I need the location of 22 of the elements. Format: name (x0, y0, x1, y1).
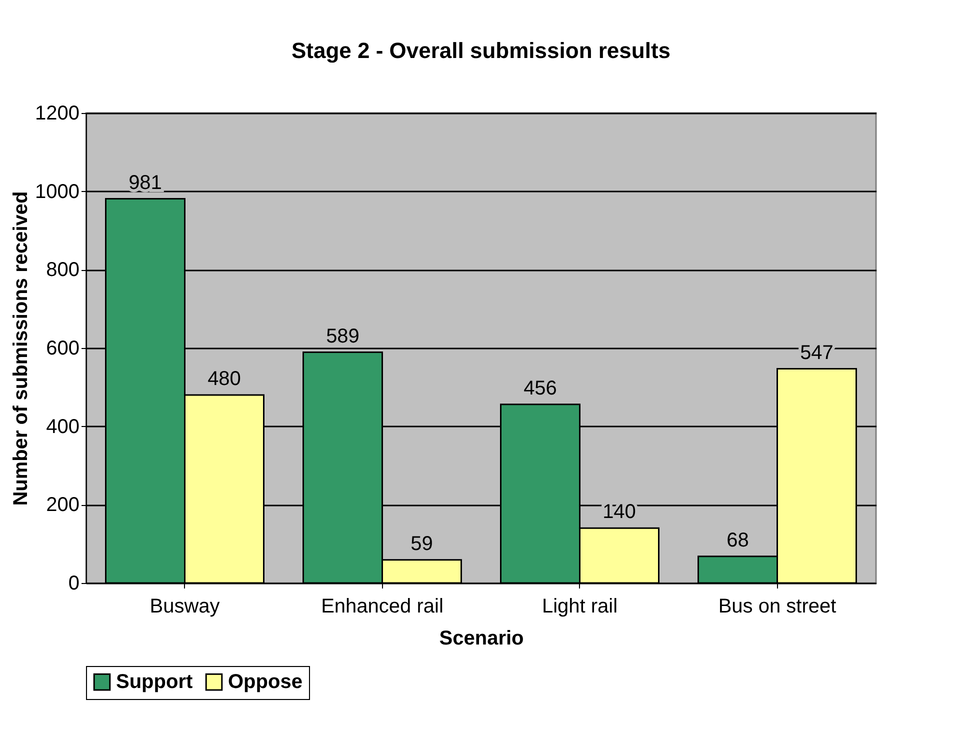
data-label: 480 (208, 368, 241, 390)
x-tick-label: Bus on street (718, 596, 837, 618)
data-label: 68 (726, 529, 749, 552)
y-tick-label: 800 (46, 259, 80, 282)
y-tick-label: 0 (68, 572, 80, 594)
legend-label: Oppose (228, 671, 302, 694)
x-axis-title: Scenario (439, 628, 524, 650)
x-tick-label: Enhanced rail (321, 596, 444, 618)
y-tick-label: 400 (46, 416, 80, 438)
y-tick-label: 1200 (35, 102, 80, 124)
y-tick-label: 600 (46, 338, 80, 360)
data-label: 589 (326, 325, 360, 348)
x-tick-label: Light rail (542, 596, 618, 618)
chart-title: Stage 2 - Overall submission results (291, 38, 671, 63)
y-axis-title: Number of submissions received (10, 191, 32, 506)
y-tick-label: 200 (46, 494, 80, 516)
legend-label: Support (116, 671, 193, 694)
x-tick-label: Busway (150, 596, 220, 618)
data-label: 456 (524, 377, 557, 400)
data-label: 981 (128, 172, 162, 194)
y-tick-label: 1000 (35, 180, 80, 203)
data-label: 59 (410, 532, 433, 555)
